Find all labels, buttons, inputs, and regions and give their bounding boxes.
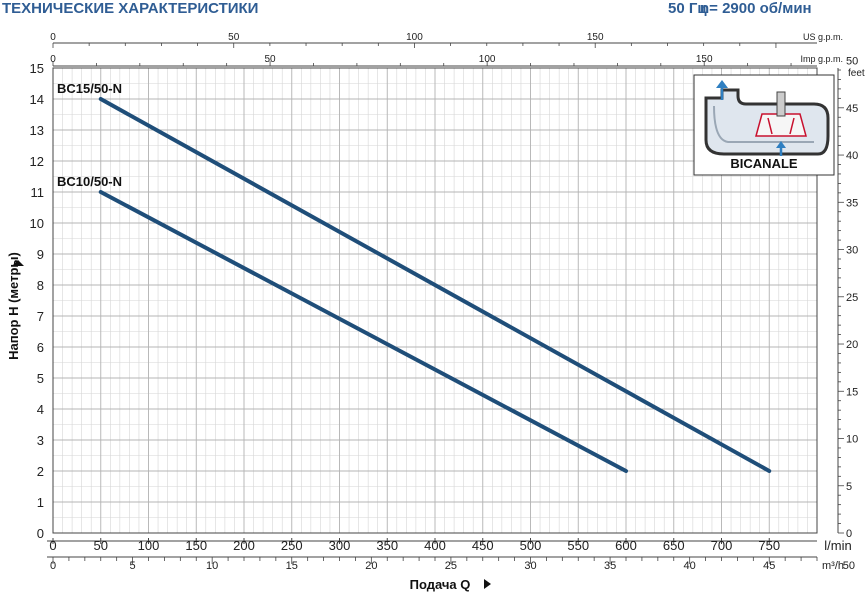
imp-gpm-tick-label: 150: [696, 54, 713, 65]
y-tick-label: 2: [37, 464, 44, 479]
m3h-tick-label: 50: [843, 560, 855, 572]
feet-tick-label: 0: [846, 528, 852, 540]
feet-unit-label: feet: [848, 68, 865, 79]
x-tick-label: 600: [615, 538, 637, 553]
x-tick-label: 300: [329, 538, 351, 553]
y-tick-label: 0: [37, 526, 44, 541]
speed-label: n= 2900 об/мин: [700, 0, 812, 17]
m3h-tick-label: 15: [286, 560, 298, 572]
series-group: BC15/50-N BC10/50-N: [57, 81, 772, 473]
us-gpm-tick-label: 150: [587, 32, 604, 43]
y-tick-label: 14: [30, 92, 44, 107]
m3h-tick-label: 40: [684, 560, 696, 572]
outflow-arrowhead-icon: [716, 80, 728, 88]
m3h-tick-label: 25: [445, 560, 457, 572]
feet-tick-label: 10: [846, 434, 858, 446]
x-tick-label: 750: [758, 538, 780, 553]
feet-tick-label: 20: [846, 339, 858, 351]
y-tick-label: 15: [30, 61, 44, 76]
m3h-tick-label: 45: [763, 560, 775, 572]
y-tick-label: 8: [37, 278, 44, 293]
m3h-tick-label: 0: [50, 560, 56, 572]
feet-tick-label: 5: [846, 481, 852, 493]
x-tick-label: 450: [472, 538, 494, 553]
feet-tick-label: 30: [846, 245, 858, 257]
y-tick-label: 3: [37, 433, 44, 448]
imp-gpm-tick-label: 0: [50, 54, 56, 65]
top-axes: 0 50 100 150 US g.p.m. 0 50 100 150 Imp g.p.m.: [50, 32, 843, 67]
x-unit-label: l/min: [824, 538, 851, 553]
series-label: BC10/50-N: [57, 174, 122, 189]
y-axis-arrow-icon: [12, 260, 24, 266]
axis-titles: Напор H (метры) Подача Q: [6, 252, 491, 592]
x-tick-label: 400: [424, 538, 446, 553]
imp-gpm-unit-label: Imp g.p.m.: [800, 54, 843, 64]
inflow-arrowhead-icon: [776, 141, 786, 148]
x-tick-label: 350: [376, 538, 398, 553]
x-tick-label: 200: [233, 538, 255, 553]
x-axis: 0 50 100 150 200 250 300 350 400 450 500 550 600 650 7…: [47, 538, 852, 553]
series-line-BC15/50-N: [98, 97, 772, 473]
y-tick-label: 12: [30, 154, 44, 169]
plot-frame: [52, 67, 818, 534]
x-tick-label: 500: [520, 538, 542, 553]
m3h-tick-label: 20: [365, 560, 377, 572]
flow-channel-shape: [713, 105, 814, 143]
x-tick-label: 250: [281, 538, 303, 553]
us-gpm-unit-label: US g.p.m.: [803, 32, 843, 42]
m3h-unit-label: m³/h: [822, 560, 844, 572]
inset-label: BICANALE: [730, 156, 797, 171]
m3h-tick-label: 5: [130, 560, 136, 572]
y-axis-title: Напор H (метры): [6, 252, 21, 360]
feet-tick-label: 35: [846, 197, 858, 209]
feet-tick-label: 40: [846, 150, 858, 162]
imp-gpm-tick-label: 100: [479, 54, 496, 65]
frequency-label: 50 Гц: [668, 0, 707, 17]
impeller-vanes-shape: [767, 117, 795, 135]
y-tick-label: 11: [31, 185, 45, 200]
m3h-tick-label: 30: [524, 560, 536, 572]
x-axis-arrow-icon: [484, 579, 491, 589]
x-tick-label: 50: [94, 538, 108, 553]
y-tick-label: 7: [37, 309, 44, 324]
y-tick-label: 5: [37, 371, 44, 386]
impeller-shape: [755, 113, 807, 137]
us-gpm-tick-label: 0: [50, 32, 56, 43]
x-tick-label: 650: [663, 538, 685, 553]
shaft-shape: [776, 91, 786, 117]
feet-tick-label: 45: [846, 103, 858, 115]
feet-tick-label: 50: [846, 56, 858, 68]
y-tick-label: 10: [30, 216, 44, 231]
y-tick-label: 13: [30, 123, 44, 138]
x-axis-title: Подача Q: [410, 577, 471, 592]
x-tick-label: 550: [567, 538, 589, 553]
chart-title: ТЕХНИЧЕСКИЕ ХАРАКТЕРИСТИКИ: [2, 0, 259, 17]
y-tick-label: 6: [37, 340, 44, 355]
major-grid: [52, 67, 818, 534]
series-label: BC15/50-N: [57, 81, 122, 96]
x-tick-label: 150: [185, 538, 207, 553]
imp-gpm-tick-label: 50: [265, 54, 277, 65]
x-tick-label: 0: [49, 538, 56, 553]
feet-tick-label: 15: [846, 386, 858, 398]
us-gpm-tick-label: 50: [228, 32, 240, 43]
y-tick-label: 4: [37, 402, 44, 417]
y-tick-label: 1: [37, 495, 44, 510]
feet-tick-label: 25: [846, 292, 858, 304]
x-tick-label: 700: [711, 538, 733, 553]
series-line-BC10/50-N: [98, 190, 628, 473]
bicanale-inset: BICANALE: [693, 74, 835, 176]
m3h-tick-label: 10: [206, 560, 218, 572]
us-gpm-tick-label: 100: [406, 32, 423, 43]
m3h-tick-label: 35: [604, 560, 616, 572]
x-tick-label: 100: [138, 538, 160, 553]
y-tick-label: 9: [37, 247, 44, 262]
